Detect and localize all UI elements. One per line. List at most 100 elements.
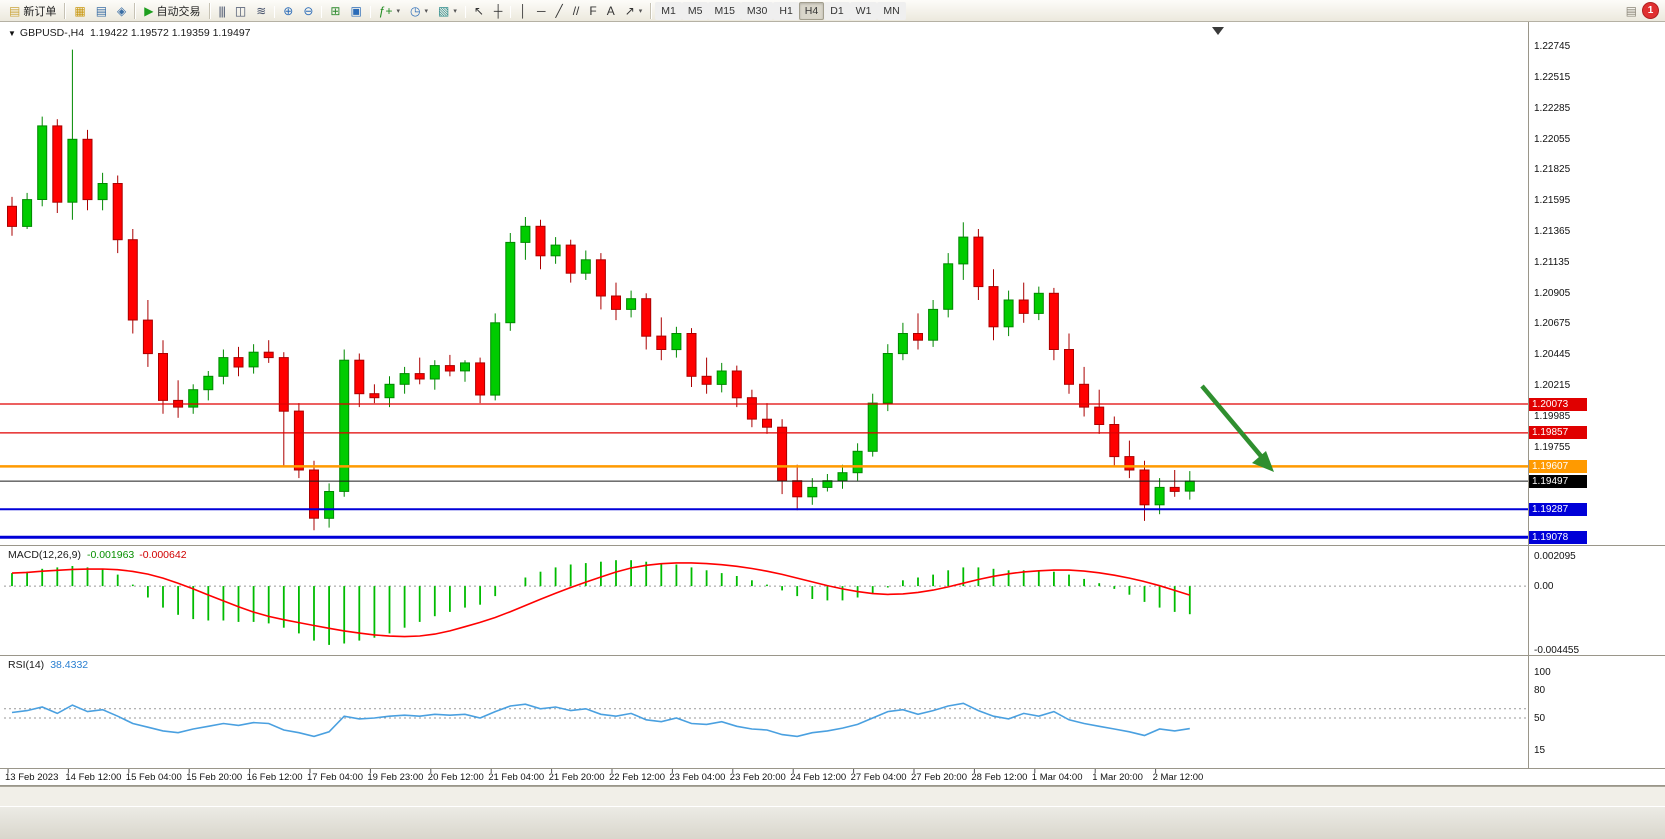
chart-window: ▼ GBPUSD-,H4 1.19422 1.19572 1.19359 1.19… <box>0 22 1665 786</box>
candle-body <box>460 362 470 372</box>
new-order-button[interactable]: ▤ 新订单 <box>4 1 61 20</box>
chart-shift-marker[interactable] <box>1212 27 1224 35</box>
status-bar <box>0 786 1665 806</box>
zoom-in-button[interactable]: ⊕ <box>278 1 298 20</box>
candle-body <box>807 486 818 498</box>
channel-button[interactable]: // <box>568 1 585 20</box>
candle-body <box>641 298 652 337</box>
candle-body <box>1064 349 1074 385</box>
rsi-indicator-label: RSI(14) 38.4332 <box>8 659 88 671</box>
zoom-out-button[interactable]: ⊖ <box>298 1 318 20</box>
candle-body <box>988 286 999 328</box>
candle-body <box>67 138 78 203</box>
time-axis-label: 23 Feb 20:00 <box>729 772 786 783</box>
alerts-icon[interactable]: ▤ <box>1625 3 1637 18</box>
symbol-dropdown-icon[interactable]: ▼ <box>8 29 16 38</box>
crosshair-button[interactable]: ┼ <box>489 1 508 20</box>
rsi-name: RSI(14) <box>8 659 45 671</box>
candlestick-button[interactable]: ◫ <box>230 1 251 20</box>
candle-body <box>248 351 259 368</box>
timeframe-m30[interactable]: M30 <box>740 1 774 20</box>
candle-body <box>1139 469 1150 506</box>
indicators-button[interactable]: ƒ+ ▾ <box>374 1 405 20</box>
candle-body <box>1079 383 1090 408</box>
candle-body <box>414 373 425 380</box>
templates-icon: ▧ <box>438 3 450 18</box>
periods-icon: ◷ <box>410 3 421 18</box>
notification-badge[interactable]: 1 <box>1642 2 1659 19</box>
candle-body <box>429 365 440 380</box>
candle-body <box>520 225 531 243</box>
channel-icon: // <box>572 3 580 18</box>
text-button[interactable]: A <box>602 1 620 20</box>
toolbar-separator <box>464 5 466 18</box>
price-axis-tick: 1.20445 <box>1534 349 1571 361</box>
horizontal-lines-layer[interactable] <box>0 403 1528 539</box>
candle-body <box>142 319 153 355</box>
market-watch-icon: ▤ <box>95 3 108 18</box>
candle-body <box>444 365 455 372</box>
cursor-button[interactable]: ↖ <box>469 1 489 20</box>
timeframe-mn[interactable]: MN <box>877 1 906 20</box>
candle-body <box>1094 406 1105 426</box>
top-toolbar: ▤ 新订单 ▦ ▤ ◈ ▶ 自动交易 ||| ◫ ≋ ⊕ ⊖ ⊞ ▣ ƒ+ ▾ ◷ ▾ ▧ ▾ ↖ ┼ │ ─ ╱ //… <box>0 0 1665 22</box>
autotrading-button[interactable]: ▶ 自动交易 <box>139 1 205 20</box>
candle-body <box>1018 299 1029 314</box>
candle-body <box>218 357 229 377</box>
crosshair-icon: ┼ <box>493 3 503 18</box>
candle-body <box>852 450 863 474</box>
price-axis-tick: 1.21825 <box>1534 164 1571 176</box>
trendline-button[interactable]: ╱ <box>550 1 567 20</box>
time-axis-label: 2 Mar 12:00 <box>1152 772 1204 783</box>
candle-body <box>82 138 93 201</box>
rsi-axis-tick: 15 <box>1534 745 1546 757</box>
market-watch-icon[interactable]: ▤ <box>91 1 112 20</box>
toolbar-separator <box>274 5 276 18</box>
timeframe-w1[interactable]: W1 <box>849 1 878 20</box>
candle-body <box>837 472 848 482</box>
symbol-info: ▼ GBPUSD-,H4 1.19422 1.19572 1.19359 1.19… <box>8 27 251 39</box>
timeframe-d1[interactable]: D1 <box>824 1 850 20</box>
tile-windows-button[interactable]: ⊞ <box>325 1 345 20</box>
candle-body <box>127 239 138 321</box>
candle-body <box>792 480 803 498</box>
horizontal-line-icon: ─ <box>536 3 546 18</box>
fibonacci-button[interactable]: F <box>584 1 601 20</box>
chart-canvas[interactable] <box>0 22 1665 786</box>
candle-body <box>490 322 501 396</box>
timeframe-m1[interactable]: M1 <box>655 1 682 20</box>
candle-body <box>369 393 380 399</box>
timeframe-m15[interactable]: M15 <box>708 1 741 20</box>
candle-body <box>188 389 199 408</box>
navigator-icon[interactable]: ◈ <box>112 1 131 20</box>
time-axis-label: 21 Feb 04:00 <box>488 772 545 783</box>
periods-button[interactable]: ◷ ▾ <box>405 1 433 20</box>
horizontal-line-button[interactable]: ─ <box>532 1 551 20</box>
candle-body <box>958 236 969 265</box>
templates-button[interactable]: ▧ ▾ <box>433 1 462 20</box>
candle-body <box>399 373 410 385</box>
price-axis-tick: 1.20905 <box>1534 287 1571 299</box>
timeframe-h4[interactable]: H4 <box>798 1 825 20</box>
new-chart-icon[interactable]: ▦ <box>69 1 90 20</box>
line-chart-button[interactable]: ≋ <box>251 1 271 20</box>
bar-chart-button[interactable]: ||| <box>214 1 230 20</box>
vertical-line-button[interactable]: │ <box>514 1 532 20</box>
trend-arrow-annotation[interactable] <box>1200 384 1274 472</box>
bottom-bar <box>0 806 1665 839</box>
timeframe-h1[interactable]: H1 <box>773 1 799 20</box>
candle-body <box>339 359 350 492</box>
candle-body <box>913 333 923 341</box>
arrange-windows-button[interactable]: ▣ <box>345 1 366 20</box>
indicators-icon: ƒ+ <box>378 3 393 18</box>
toolbar-separator <box>369 5 371 18</box>
candle-body <box>716 370 727 385</box>
arrows-button[interactable]: ↗ ▾ <box>620 1 648 20</box>
time-axis-label: 27 Feb 20:00 <box>911 772 967 783</box>
candle-body <box>671 333 682 351</box>
candle-body <box>37 125 48 200</box>
timeframe-m5[interactable]: M5 <box>681 1 709 20</box>
price-line-badge: 1.20073 <box>1529 397 1587 411</box>
rsi-value: 38.4332 <box>50 659 89 671</box>
macd-main-value: -0.001963 <box>86 549 135 561</box>
